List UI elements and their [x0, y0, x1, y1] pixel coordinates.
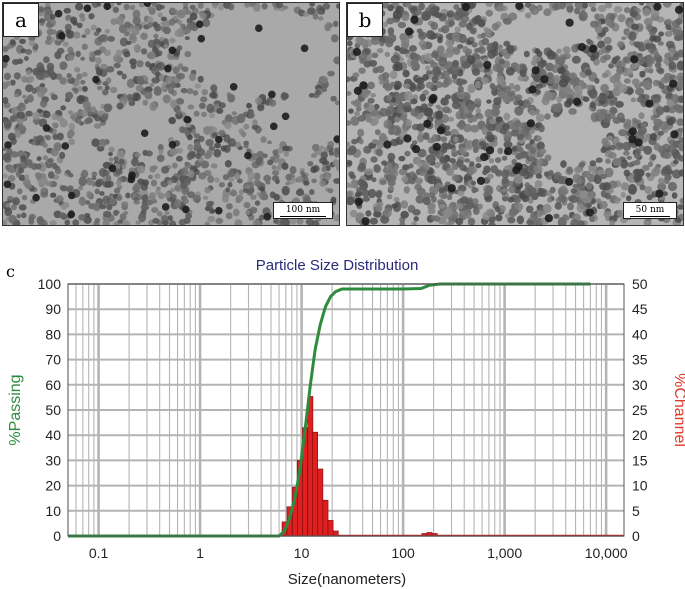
chart-grid	[67, 283, 624, 537]
tem-image-a: a 100 nm	[2, 2, 340, 226]
channel-bar	[322, 499, 329, 537]
y-right-tick-label: 20	[632, 427, 648, 443]
channel-bar	[312, 431, 318, 537]
scale-bar-b: 50 nm	[623, 202, 677, 219]
x-tick-label: 1,000	[487, 545, 522, 561]
y-left-tick-label: 80	[45, 326, 61, 342]
y-right-tick-label: 40	[632, 326, 648, 342]
scale-bar-a: 100 nm	[273, 202, 333, 219]
scale-bar-label-a: 100 nm	[285, 205, 321, 215]
x-tick-label: 0.1	[89, 545, 109, 561]
y-left-tick-label: 20	[45, 478, 61, 494]
y-right-tick-label: 5	[632, 503, 640, 519]
y-left-tick-label: 30	[45, 452, 61, 468]
y-left-tick-label: 70	[45, 352, 61, 368]
y-right-tick-label: 35	[632, 352, 648, 368]
passing-curve	[68, 282, 591, 538]
x-tick-label: 10,000	[585, 545, 628, 561]
particle-size-chart: Particle Size Distribution 0102030405060…	[7, 257, 685, 588]
x-axis-label: Size(nanometers)	[288, 571, 406, 588]
y-right-tick-label: 50	[632, 276, 648, 292]
axis-ticks: 0 10 20 30 40 50 60 70 80 90 100 0 5 10 15 20 25 30 35 40 45…	[38, 276, 648, 561]
x-tick-label: 1	[196, 545, 204, 561]
panel-label-b: b	[347, 3, 383, 37]
x-tick-label: 100	[391, 545, 415, 561]
channel-bar	[327, 520, 334, 537]
y-right-tick-label: 10	[632, 478, 648, 494]
passing-line	[68, 282, 591, 538]
y-right-tick-label: 45	[632, 301, 648, 317]
y-left-tick-label: 50	[45, 402, 61, 418]
y-right-tick-label: 0	[632, 528, 640, 544]
tem-micrograph-a	[3, 3, 339, 225]
y-axis-label-left: %Passing	[7, 374, 24, 445]
y-left-tick-label: 10	[45, 503, 61, 519]
tem-micrograph-b	[347, 3, 683, 225]
chart-title: Particle Size Distribution	[256, 257, 419, 274]
y-left-tick-label: 0	[53, 528, 61, 544]
channel-bars	[68, 396, 624, 537]
panel-label-a: a	[3, 3, 39, 37]
y-axis-label-right: %Channel	[671, 373, 685, 447]
plot-frame	[67, 283, 625, 537]
y-right-tick-label: 15	[632, 452, 648, 468]
scale-bar-label-b: 50 nm	[635, 205, 665, 215]
x-tick-label: 10	[294, 545, 310, 561]
y-left-tick-label: 40	[45, 427, 61, 443]
channel-bar	[307, 396, 314, 537]
tem-image-b: b 50 nm	[346, 2, 684, 226]
scale-bar-line-a	[280, 216, 326, 217]
y-left-tick-label: 90	[45, 301, 61, 317]
y-right-tick-label: 30	[632, 377, 648, 393]
y-left-tick-label: 100	[38, 276, 62, 292]
y-right-tick-label: 25	[632, 402, 648, 418]
y-left-tick-label: 60	[45, 377, 61, 393]
scale-bar-line-b	[630, 216, 670, 217]
channel-bar	[317, 468, 324, 537]
panel-label-c: c	[6, 262, 15, 281]
